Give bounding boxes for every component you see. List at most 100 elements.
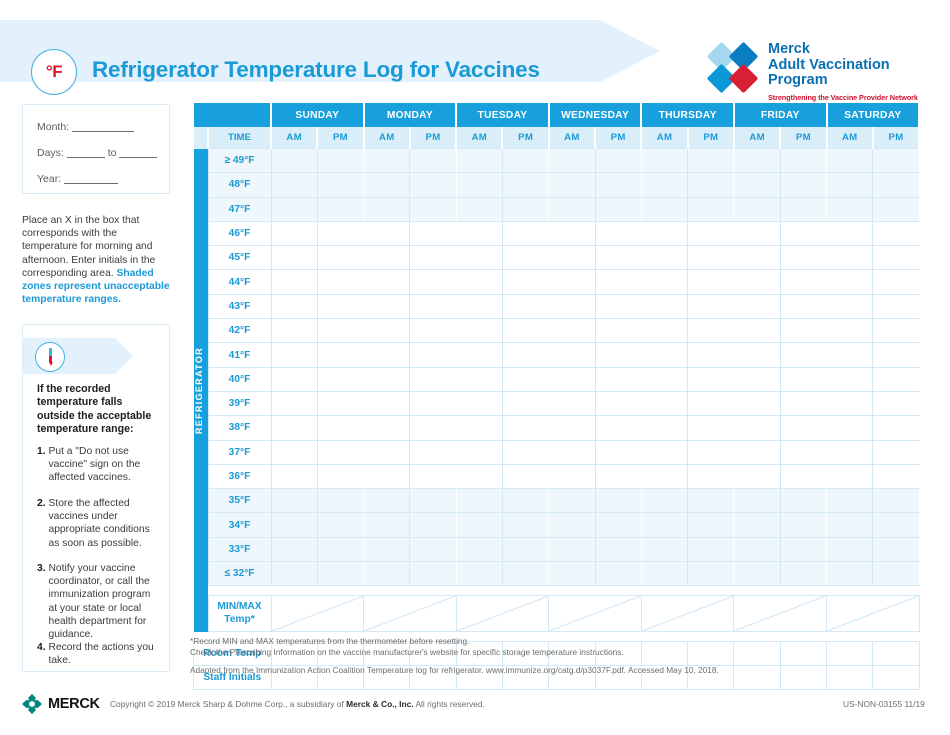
log-cell-tuesday-am[interactable] (455, 439, 503, 465)
log-cell-saturday-pm[interactable] (872, 342, 920, 368)
log-cell-friday-pm[interactable] (779, 147, 828, 174)
log-cell-saturday-am[interactable] (826, 512, 874, 538)
log-cell-sunday-am[interactable] (270, 415, 318, 441)
log-cell-friday-am[interactable] (733, 293, 781, 320)
minmax-row[interactable]: MIN/MAX Temp* (194, 595, 920, 633)
log-cell-wednesday-am[interactable] (548, 415, 596, 441)
log-cell-tuesday-pm[interactable] (501, 269, 550, 295)
log-cell-thursday-am[interactable] (640, 220, 689, 247)
log-cell-monday-am[interactable] (363, 561, 411, 587)
log-cell-sunday-pm[interactable] (316, 366, 365, 392)
log-cell-thursday-pm[interactable] (687, 147, 735, 174)
log-cell-wednesday-pm[interactable] (594, 269, 642, 295)
log-cell-monday-pm[interactable] (409, 366, 457, 392)
log-cell-thursday-am[interactable] (640, 536, 689, 563)
table-row[interactable]: 42°F (194, 318, 920, 344)
log-cell-tuesday-pm[interactable] (501, 415, 550, 441)
log-cell-friday-pm[interactable] (779, 512, 828, 538)
log-cell-thursday-am[interactable] (640, 147, 689, 174)
log-cell-thursday-am[interactable] (640, 293, 689, 320)
log-cell-wednesday-am[interactable] (548, 342, 596, 368)
log-cell-friday-am[interactable] (733, 415, 781, 441)
table-row[interactable]: 39°F (194, 390, 920, 417)
log-cell-friday-am[interactable] (733, 269, 781, 295)
log-cell-wednesday-am[interactable] (548, 293, 596, 320)
month-field-row[interactable]: Month: (37, 120, 135, 133)
log-cell-friday-pm[interactable] (779, 488, 828, 514)
log-cell-tuesday-am[interactable] (455, 512, 503, 538)
minmax-cell-saturday[interactable] (826, 595, 920, 633)
minmax-cell-thursday[interactable] (640, 595, 735, 633)
log-cell-friday-pm[interactable] (779, 172, 828, 198)
log-cell-saturday-pm[interactable] (872, 536, 920, 563)
log-cell-tuesday-am[interactable] (455, 536, 503, 563)
log-cell-sunday-am[interactable] (270, 536, 318, 563)
log-cell-saturday-am[interactable] (826, 390, 874, 417)
table-row[interactable]: 47°F (194, 196, 920, 222)
bottom-cell-wednesday-am[interactable] (548, 641, 596, 667)
minmax-cell-sunday[interactable] (270, 595, 365, 633)
log-cell-thursday-pm[interactable] (687, 366, 735, 392)
minmax-cell-friday[interactable] (733, 595, 828, 633)
table-row[interactable]: 46°F (194, 220, 920, 247)
bottom-cell-tuesday-am[interactable] (455, 641, 503, 667)
log-cell-friday-am[interactable] (733, 342, 781, 368)
log-cell-wednesday-am[interactable] (548, 147, 596, 174)
log-cell-tuesday-pm[interactable] (501, 439, 550, 465)
log-cell-friday-pm[interactable] (779, 318, 828, 344)
log-cell-saturday-pm[interactable] (872, 390, 920, 417)
log-cell-wednesday-am[interactable] (548, 439, 596, 465)
log-cell-friday-pm[interactable] (779, 390, 828, 417)
log-cell-saturday-am[interactable] (826, 561, 874, 587)
log-cell-tuesday-am[interactable] (455, 561, 503, 587)
log-grid[interactable]: SUNDAY MONDAY TUESDAY WEDNESDAY THURSDAY FRID… (193, 103, 921, 691)
log-cell-wednesday-am[interactable] (548, 366, 596, 392)
log-cell-thursday-am[interactable] (640, 196, 689, 222)
log-cell-wednesday-am[interactable] (548, 488, 596, 514)
month-input-line[interactable] (72, 120, 135, 132)
bottom-row[interactable]: Room Temp (193, 641, 920, 667)
days-field-row[interactable]: Days: to (37, 146, 158, 159)
bottom-row[interactable]: Staff Initials (193, 665, 920, 691)
log-cell-wednesday-pm[interactable] (594, 196, 642, 222)
log-cell-tuesday-am[interactable] (455, 172, 503, 198)
log-cell-wednesday-am[interactable] (548, 220, 596, 247)
log-cell-tuesday-am[interactable] (455, 147, 503, 174)
log-cell-wednesday-pm[interactable] (594, 488, 642, 514)
table-row[interactable]: 37°F (194, 439, 920, 465)
log-cell-saturday-am[interactable] (826, 269, 874, 295)
log-cell-friday-pm[interactable] (779, 536, 828, 563)
log-cell-sunday-pm[interactable] (316, 245, 365, 271)
log-cell-wednesday-pm[interactable] (594, 245, 642, 271)
log-cell-wednesday-pm[interactable] (594, 342, 642, 368)
log-cell-sunday-am[interactable] (270, 512, 318, 538)
log-cell-wednesday-pm[interactable] (594, 463, 642, 490)
log-cell-tuesday-pm[interactable] (501, 245, 550, 271)
bottom-cell-thursday-am[interactable] (640, 665, 689, 691)
log-cell-sunday-am[interactable] (270, 293, 318, 320)
log-cell-monday-pm[interactable] (409, 196, 457, 222)
log-cell-saturday-am[interactable] (826, 293, 874, 320)
log-cell-tuesday-pm[interactable] (501, 536, 550, 563)
log-cell-thursday-pm[interactable] (687, 561, 735, 587)
log-cell-monday-pm[interactable] (409, 220, 457, 247)
log-cell-saturday-pm[interactable] (872, 245, 920, 271)
log-cell-friday-am[interactable] (733, 147, 781, 174)
log-cell-monday-am[interactable] (363, 439, 411, 465)
log-cell-thursday-pm[interactable] (687, 415, 735, 441)
log-cell-sunday-pm[interactable] (316, 342, 365, 368)
log-cell-friday-pm[interactable] (779, 463, 828, 490)
log-cell-thursday-pm[interactable] (687, 439, 735, 465)
bottom-cell-thursday-pm[interactable] (687, 665, 735, 691)
log-cell-friday-pm[interactable] (779, 366, 828, 392)
log-cell-sunday-pm[interactable] (316, 512, 365, 538)
log-cell-tuesday-pm[interactable] (501, 488, 550, 514)
log-cell-thursday-am[interactable] (640, 415, 689, 441)
log-cell-tuesday-pm[interactable] (501, 463, 550, 490)
log-cell-tuesday-am[interactable] (455, 463, 503, 490)
log-cell-tuesday-pm[interactable] (501, 318, 550, 344)
log-cell-sunday-am[interactable] (270, 561, 318, 587)
log-cell-sunday-pm[interactable] (316, 439, 365, 465)
log-cell-monday-am[interactable] (363, 245, 411, 271)
log-cell-friday-pm[interactable] (779, 196, 828, 222)
